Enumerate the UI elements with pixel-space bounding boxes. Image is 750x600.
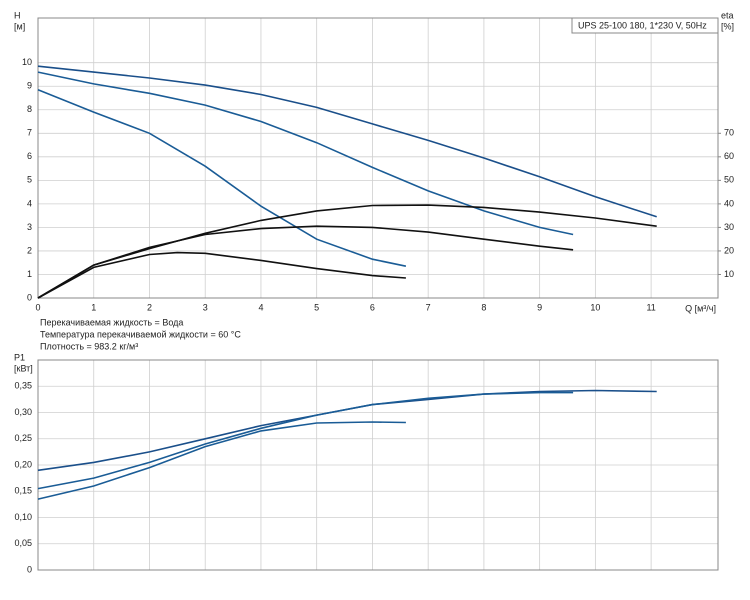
y-label: H bbox=[14, 10, 21, 20]
x-tick-label: 6 bbox=[370, 302, 375, 312]
y-tick-label: 4 bbox=[27, 198, 32, 208]
x-tick-label: 9 bbox=[537, 302, 542, 312]
y-tick-label: 0,10 bbox=[14, 512, 32, 522]
y2-tick-label: 30 bbox=[724, 222, 734, 232]
x-tick-label: 7 bbox=[426, 302, 431, 312]
curve bbox=[37, 391, 574, 490]
y2-label: eta bbox=[721, 10, 734, 20]
note: Температура перекачиваемой жидкости = 60… bbox=[40, 329, 241, 339]
curve bbox=[37, 71, 574, 236]
y-tick-label: 7 bbox=[27, 128, 32, 138]
y-tick-label: 10 bbox=[22, 57, 32, 67]
x-tick-label: 3 bbox=[203, 302, 208, 312]
y-tick-label: 0,20 bbox=[14, 459, 32, 469]
y-tick-label: 0 bbox=[27, 564, 32, 574]
x-tick-label: 2 bbox=[147, 302, 152, 312]
y-tick-label: 3 bbox=[27, 222, 32, 232]
y2-tick-label: 50 bbox=[724, 175, 734, 185]
plot-frame bbox=[37, 359, 719, 571]
model-box bbox=[571, 17, 719, 34]
x-tick-label: 10 bbox=[590, 302, 600, 312]
curve bbox=[37, 65, 657, 218]
x-tick-label: 1 bbox=[91, 302, 96, 312]
y2-tick-label: 10 bbox=[724, 269, 734, 279]
y2-tick-label: 60 bbox=[724, 151, 734, 161]
note: Плотность = 983.2 кг/м³ bbox=[40, 341, 138, 351]
model-label: UPS 25-100 180, 1*230 V, 50Hz bbox=[578, 20, 707, 30]
y2-tick-label: 70 bbox=[724, 128, 734, 138]
y-tick-label: 5 bbox=[27, 175, 32, 185]
y-tick-label: 0,25 bbox=[14, 433, 32, 443]
y-tick-label: 9 bbox=[27, 81, 32, 91]
curve bbox=[37, 204, 657, 299]
curve bbox=[37, 251, 406, 299]
y-tick-label: 6 bbox=[27, 151, 32, 161]
y-tick-label: 0 bbox=[27, 292, 32, 302]
y-tick-label: 0,05 bbox=[14, 538, 32, 548]
y-label: P1 bbox=[14, 352, 25, 362]
y-tick-label: 0,35 bbox=[14, 381, 32, 391]
y-tick-label: 1 bbox=[27, 269, 32, 279]
curve bbox=[37, 225, 574, 299]
y-unit: [м] bbox=[14, 21, 25, 31]
x-tick-label: 11 bbox=[646, 302, 655, 312]
y2-unit: [%] bbox=[721, 21, 734, 31]
y2-tick-label: 40 bbox=[724, 198, 734, 208]
curve bbox=[37, 89, 407, 267]
y-tick-label: 0,15 bbox=[14, 486, 32, 496]
x-tick-label: 8 bbox=[481, 302, 486, 312]
y-tick-label: 0,30 bbox=[14, 407, 32, 417]
x-tick-label: 0 bbox=[35, 302, 40, 312]
plot-frame bbox=[37, 17, 719, 299]
note: Перекачиваемая жидкость = Вода bbox=[40, 317, 183, 327]
curve bbox=[37, 421, 406, 500]
x-tick-label: 5 bbox=[314, 302, 319, 312]
y-unit: [кВт] bbox=[14, 363, 33, 373]
y-tick-label: 2 bbox=[27, 245, 32, 255]
x-tick-label: 4 bbox=[258, 302, 263, 312]
x-label: Q [м³/ч] bbox=[685, 303, 716, 313]
y-tick-label: 8 bbox=[27, 104, 32, 114]
y2-tick-label: 20 bbox=[724, 245, 734, 255]
